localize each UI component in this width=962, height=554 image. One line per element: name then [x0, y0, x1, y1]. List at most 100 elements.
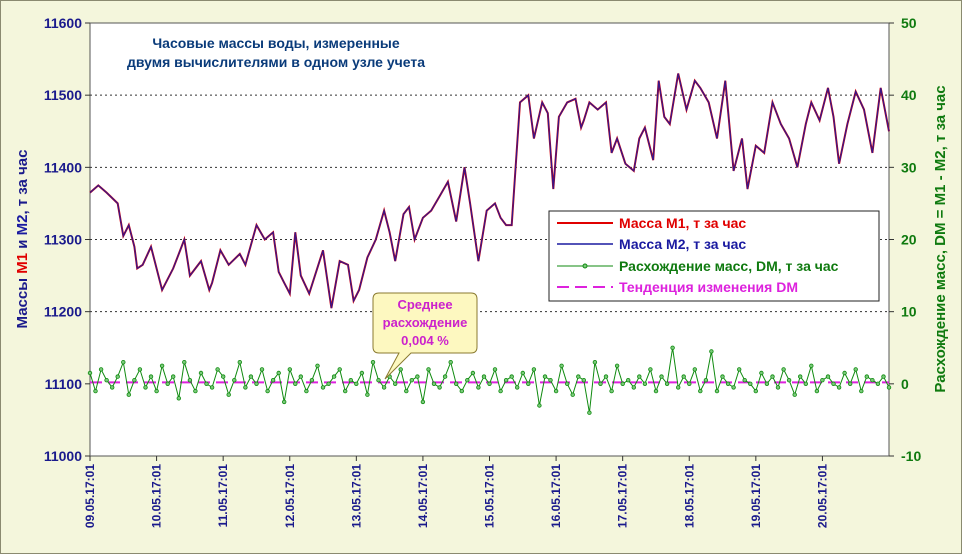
series-dm-point [159, 363, 165, 368]
callout-line-2: расхождение [383, 315, 468, 330]
y-axis-left-label: Массы M1 и M2, т за час [14, 150, 31, 329]
series-dm-point [409, 378, 414, 383]
series-layer [87, 73, 892, 415]
series-dm-point [320, 385, 326, 390]
series-dm-point [93, 388, 98, 394]
y-axis-left-label-part: M1 [14, 253, 31, 274]
right-tick-label: 0 [901, 376, 909, 392]
series-dm-point [248, 374, 254, 379]
series-dm-point [698, 388, 703, 394]
series-dm-point [875, 381, 881, 386]
callout-bubble [372, 292, 478, 380]
series-dm-point [659, 374, 664, 379]
series-dm-point [792, 392, 797, 397]
series-dm-point [420, 399, 426, 405]
x-axis-ticks: 09.05.17:01 10.05.17:01 11.05.17:01 12.05.1… [83, 456, 829, 528]
series-dm-point [470, 370, 476, 376]
series-dm-point [614, 363, 620, 368]
series-dm-point [481, 374, 487, 379]
series-dm-point [542, 374, 548, 379]
series-dm-point [442, 374, 448, 379]
series-dm-point [343, 388, 348, 394]
series-dm-point [226, 392, 231, 397]
series-dm-point [603, 374, 609, 379]
series-dm-point [703, 378, 709, 383]
series-dm-point [786, 378, 792, 383]
series-dm-point [870, 378, 875, 383]
x-tick-label: 09.05.17:01 [83, 464, 97, 528]
series-dm-point [531, 367, 537, 372]
left-tick-label: 11000 [44, 448, 82, 464]
series-dm-point [465, 378, 470, 383]
series-dm-point [492, 367, 498, 372]
series-dm-point [476, 385, 481, 390]
right-tick-label: 10 [901, 304, 917, 320]
series-dm-point [154, 388, 159, 394]
series-dm-point [809, 363, 814, 368]
series-dm-point [653, 388, 659, 394]
chart-title-line-1: Часовые массы воды, измеренные [152, 35, 400, 51]
chart-title-line-2: двумя вычислителями в одном узле учета [127, 54, 425, 70]
y-axis-right-label: Расхождение масс, DM = M1 - M2, т за час [932, 85, 949, 392]
series-dm-point [620, 381, 625, 386]
series-dm-point [825, 374, 831, 379]
left-tick-label: 11600 [44, 15, 82, 31]
series-dm-point [404, 388, 409, 394]
series-dm-point [503, 378, 509, 383]
series-dm-point [676, 385, 681, 390]
series-dm-point [664, 381, 670, 386]
x-tick-label: 18.05.17:01 [682, 464, 696, 528]
series-dm-point [437, 385, 442, 390]
series-dm-point [842, 370, 847, 376]
series-dm-point [132, 378, 137, 383]
legend-label-m1: Масса M1, т за час [619, 215, 746, 231]
series-dm-point [459, 388, 464, 394]
series-dm-point [309, 378, 315, 383]
series-dm-point [548, 378, 553, 383]
series-dm-point [637, 374, 642, 379]
series-dm-point [559, 363, 564, 368]
series-dm-point [681, 374, 686, 379]
left-tick-label: 11400 [44, 159, 82, 175]
series-dm-point [509, 374, 514, 379]
x-tick-label: 19.05.17:01 [749, 464, 763, 528]
series-dm-point [692, 367, 697, 372]
series-dm-point [803, 381, 808, 386]
series-dm-point [348, 378, 353, 383]
series-dm-point [254, 381, 259, 386]
series-dm-point [864, 374, 869, 379]
series-dm-point [537, 403, 542, 408]
series-dm-point [365, 392, 370, 397]
series-dm-point [742, 378, 747, 383]
series-dm-point [831, 381, 836, 386]
x-tick-label: 14.05.17:01 [416, 464, 430, 528]
x-tick-label: 16.05.17:01 [549, 464, 563, 528]
series-dm-point [232, 378, 237, 383]
series-dm-point [182, 360, 187, 365]
series-dm-point [526, 381, 531, 386]
series-dm-point [337, 367, 342, 372]
callout-line-3: 0,004 % [401, 333, 449, 348]
series-dm-point [886, 385, 892, 390]
series-dm-point [714, 388, 720, 394]
series-dm-point [165, 381, 170, 386]
series-dm-point [331, 374, 337, 379]
series-dm-point [592, 360, 598, 365]
series-dm-point [376, 378, 381, 383]
series-dm-point [282, 399, 287, 405]
legend: Масса M1, т за час Масса M2, т за час Ра… [548, 210, 880, 302]
legend-marker-dm [582, 263, 588, 269]
series-dm-point [709, 349, 714, 354]
series-dm-point [515, 385, 520, 390]
series-dm-point [487, 381, 492, 386]
series-dm-point [775, 385, 781, 390]
x-tick-label: 13.05.17:01 [349, 464, 363, 528]
series-dm-point [304, 388, 309, 394]
series-dm-point [98, 367, 104, 372]
series-dm-point [565, 381, 570, 386]
series-dm-point [720, 374, 725, 379]
legend-label-m2: Масса M2, т за час [619, 236, 746, 252]
x-tick-label: 11.05.17:01 [216, 464, 230, 528]
series-dm-point [243, 385, 248, 390]
series-dm-point [143, 385, 148, 390]
